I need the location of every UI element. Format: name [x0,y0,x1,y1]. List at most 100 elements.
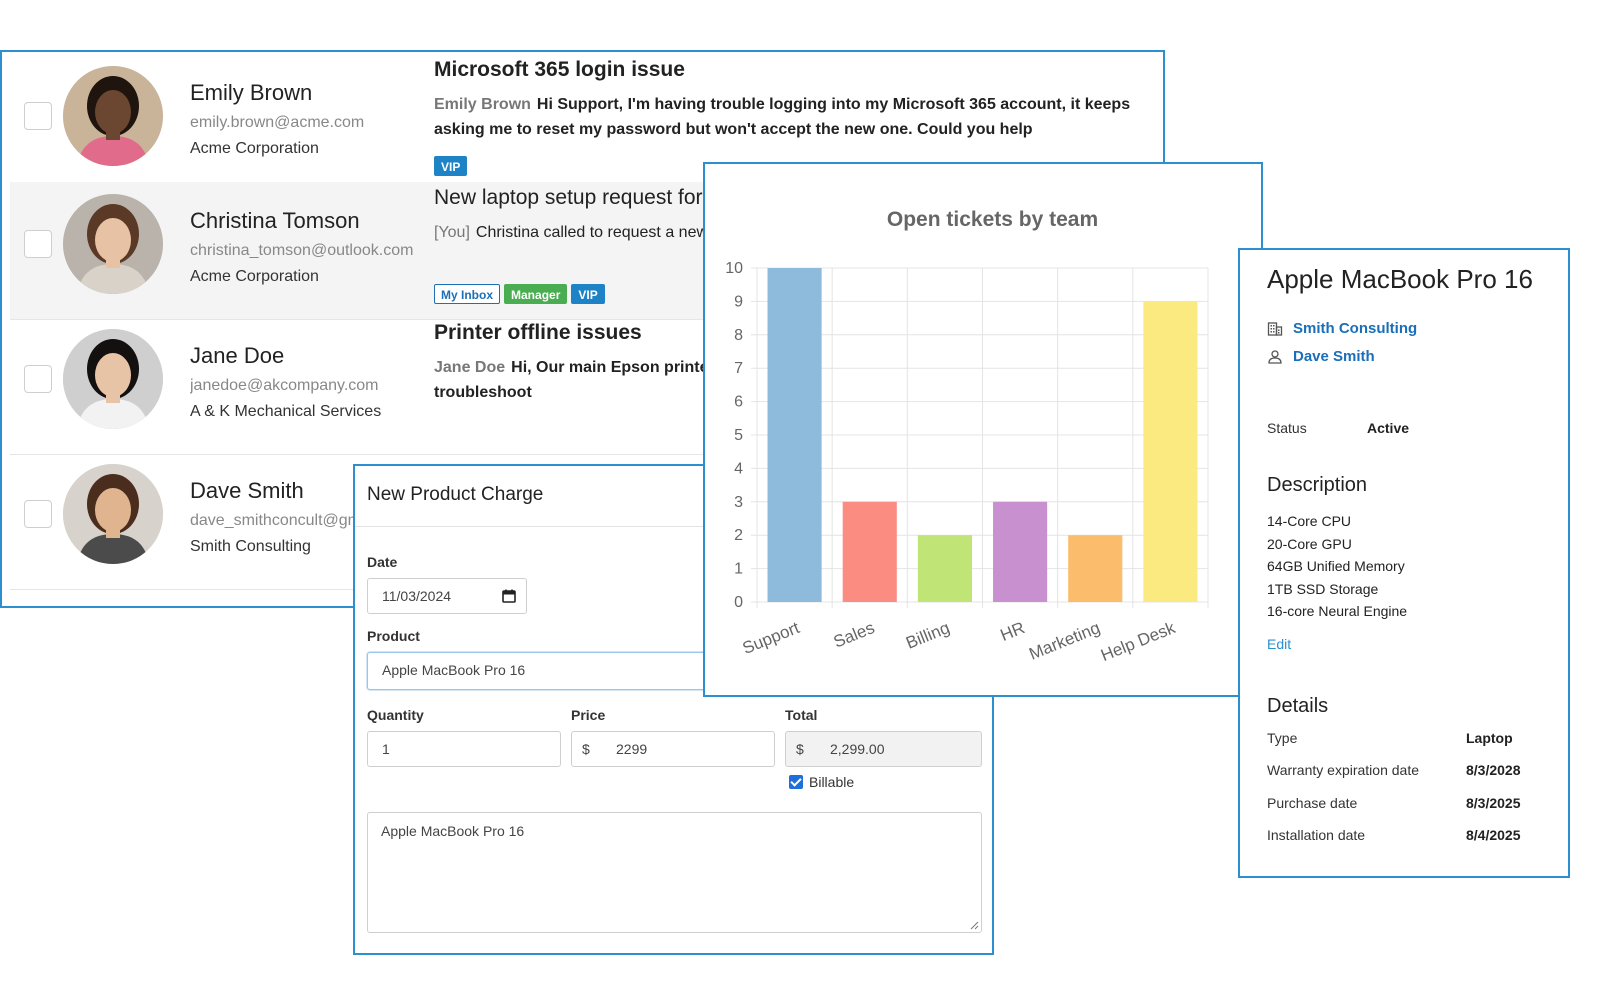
total-currency: $ [796,741,804,757]
avatar [63,464,163,564]
x-tick-label: Help Desk [1098,618,1178,665]
ticket-subject[interactable]: Printer offline issues [434,321,642,344]
row-checkbox[interactable] [24,365,52,393]
y-tick-label: 7 [734,360,743,377]
form-title: New Product Charge [367,484,544,505]
detail-value: Laptop [1466,730,1513,746]
y-tick-label: 8 [734,327,743,344]
contact-company[interactable]: Acme Corporation [190,268,319,285]
x-tick-label: HR [998,618,1028,645]
detail-label: Type [1267,730,1298,746]
y-tick-label: 9 [734,293,743,310]
billable-toggle[interactable]: Billable [789,774,854,790]
ticket-subject[interactable]: New laptop setup request for Christina [434,186,792,209]
open-tickets-chart-panel: Open tickets by team 0 1 2 3 4 5 6 7 8 9 10 Support S… [703,162,1263,697]
tag-badge[interactable]: VIP [434,156,468,176]
contact-company[interactable]: A & K Mechanical Services [190,403,382,420]
notes-textarea[interactable]: Apple MacBook Pro 16 [367,812,982,933]
quantity-value: 1 [382,741,390,757]
tag-list: VIP [434,156,468,176]
contact-email[interactable]: emily.brown@acme.com [190,114,365,131]
ticket-row[interactable]: Emily Brown emily.brown@acme.com Acme Co… [10,54,1160,192]
y-tick-label: 10 [725,260,743,277]
contact-name[interactable]: Jane Doe [190,343,285,368]
total-value: 2,299.00 [830,741,885,757]
price-input[interactable]: $ 2299 [571,731,775,767]
y-tick-label: 3 [734,494,743,511]
quantity-label: Quantity [367,707,424,723]
asset-company-name: Smith Consulting [1293,320,1418,337]
row-checkbox[interactable] [24,500,52,528]
asset-title: Apple MacBook Pro 16 [1267,264,1533,294]
preview-text: Hi Support, I'm having trouble logging i… [434,96,1131,138]
y-tick-label: 6 [734,394,743,411]
chart-title: Open tickets by team [887,208,1098,231]
preview-author: [You] [434,224,470,241]
building-icon [1267,321,1283,336]
bar-sales [842,501,897,602]
tag-badge[interactable]: Manager [504,284,568,304]
date-input[interactable]: 11/03/2024 [367,578,527,614]
date-value: 11/03/2024 [382,588,452,604]
bar-billing [917,535,972,602]
y-tick-label: 4 [734,460,743,477]
ticket-row[interactable]: Dave Smith dave_smithconcult@gmail.com S… [10,452,1160,590]
description-list: 14-Core CPU 20-Core GPU 64GB Unified Memor… [1267,510,1407,623]
contact-email[interactable]: janedoe@akcompany.com [190,377,379,394]
total-field: $ 2,299.00 [785,731,982,767]
contact-company[interactable]: Smith Consulting [190,538,311,555]
calendar-icon[interactable] [502,589,516,603]
y-tick-label: 0 [734,594,743,611]
bar-help-desk [1143,301,1198,602]
price-label: Price [571,707,606,723]
preview-author: Jane Doe [434,359,506,376]
preview-author: Emily Brown [434,96,531,113]
tag-list: My Inbox Manager VIP [434,284,605,304]
description-line: 1TB SSD Storage [1267,580,1379,597]
form-divider [355,526,992,527]
contact-name[interactable]: Emily Brown [190,80,313,105]
tag-badge[interactable]: My Inbox [434,284,501,304]
resize-handle-icon[interactable] [969,920,979,930]
billable-checkbox[interactable] [789,775,803,789]
contact-name[interactable]: Christina Tomson [190,208,360,233]
person-icon [1268,349,1282,364]
date-label: Date [367,554,398,570]
x-tick-label: Marketing [1026,618,1102,664]
asset-company-link[interactable]: Smith Consulting [1267,320,1417,337]
total-label: Total [785,707,818,723]
status-value: Active [1367,420,1410,436]
row-checkbox[interactable] [24,230,52,258]
row-checkbox[interactable] [24,102,52,130]
bar-support [767,268,822,602]
price-currency: $ [582,741,590,757]
quantity-input[interactable]: 1 [367,731,561,767]
ticket-preview: Emily Brown Hi Support, I'm having troubl… [434,92,1139,142]
bar-chart: Open tickets by team 0 1 2 3 4 5 6 7 8 9 10 Support S… [725,208,1209,665]
tag-badge[interactable]: VIP [571,284,605,304]
contact-name[interactable]: Dave Smith [190,478,304,503]
detail-value: 8/4/2025 [1466,827,1521,843]
description-line: 14-Core CPU [1267,513,1352,529]
bar-hr [993,501,1048,602]
avatar [63,194,163,294]
detail-value: 8/3/2028 [1466,762,1521,778]
price-value: 2299 [616,741,648,757]
y-tick-label: 1 [734,561,743,578]
asset-contact-link[interactable]: Dave Smith [1267,348,1375,365]
description-line: 16-core Neural Engine [1267,603,1408,619]
notes-value: Apple MacBook Pro 16 [381,823,525,839]
status-label: Status [1267,420,1307,436]
contact-company[interactable]: Acme Corporation [190,140,319,157]
ticket-subject[interactable]: Microsoft 365 login issue [434,58,685,81]
y-tick-label: 5 [734,427,743,444]
edit-link[interactable]: Edit [1267,636,1292,652]
details-heading: Details [1267,695,1329,717]
detail-label: Warranty expiration date [1267,762,1419,778]
detail-label: Installation date [1267,827,1366,843]
description-line: 64GB Unified Memory [1267,558,1405,574]
description-line: 20-Core GPU [1267,535,1352,552]
contact-email[interactable]: christina_tomson@outlook.com [190,242,414,259]
product-value: Apple MacBook Pro 16 [382,662,526,678]
asset-contact-name: Dave Smith [1293,348,1375,365]
